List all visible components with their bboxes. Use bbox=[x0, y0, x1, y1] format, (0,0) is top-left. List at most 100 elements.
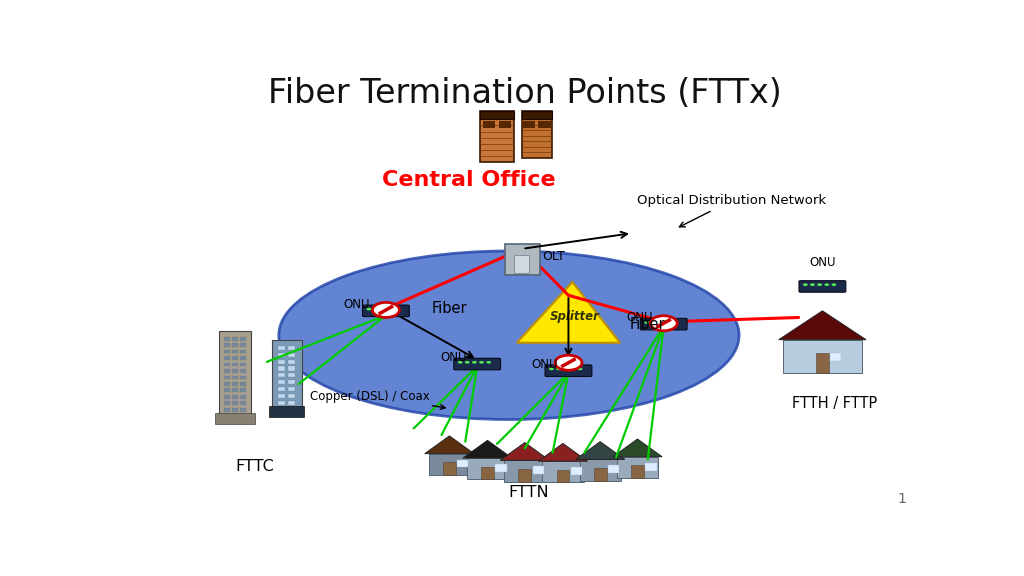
FancyBboxPatch shape bbox=[232, 350, 238, 354]
FancyBboxPatch shape bbox=[232, 382, 238, 386]
FancyBboxPatch shape bbox=[830, 353, 842, 361]
FancyBboxPatch shape bbox=[479, 111, 514, 162]
FancyBboxPatch shape bbox=[241, 388, 246, 392]
FancyBboxPatch shape bbox=[241, 362, 246, 366]
Circle shape bbox=[673, 321, 678, 324]
FancyBboxPatch shape bbox=[224, 395, 230, 399]
Circle shape bbox=[666, 321, 671, 324]
Circle shape bbox=[563, 367, 568, 370]
FancyBboxPatch shape bbox=[782, 340, 862, 373]
Text: ONU: ONU bbox=[627, 311, 653, 324]
FancyBboxPatch shape bbox=[545, 365, 592, 377]
FancyBboxPatch shape bbox=[816, 353, 828, 373]
Circle shape bbox=[831, 283, 837, 286]
FancyBboxPatch shape bbox=[496, 464, 507, 472]
FancyBboxPatch shape bbox=[514, 255, 528, 273]
FancyBboxPatch shape bbox=[288, 353, 295, 357]
Circle shape bbox=[803, 283, 808, 286]
FancyBboxPatch shape bbox=[443, 462, 456, 475]
FancyBboxPatch shape bbox=[539, 122, 551, 128]
FancyBboxPatch shape bbox=[640, 319, 687, 330]
FancyBboxPatch shape bbox=[522, 122, 536, 128]
FancyBboxPatch shape bbox=[279, 366, 286, 370]
FancyBboxPatch shape bbox=[232, 401, 238, 406]
FancyBboxPatch shape bbox=[224, 362, 230, 366]
FancyBboxPatch shape bbox=[505, 244, 540, 275]
FancyBboxPatch shape bbox=[279, 346, 286, 350]
FancyBboxPatch shape bbox=[232, 388, 238, 392]
Text: 1: 1 bbox=[897, 492, 906, 506]
FancyBboxPatch shape bbox=[799, 281, 846, 292]
Circle shape bbox=[549, 367, 554, 370]
FancyBboxPatch shape bbox=[288, 359, 295, 363]
FancyBboxPatch shape bbox=[499, 122, 511, 128]
Circle shape bbox=[465, 361, 470, 363]
FancyBboxPatch shape bbox=[241, 350, 246, 354]
FancyBboxPatch shape bbox=[521, 111, 552, 119]
Text: FTTC: FTTC bbox=[236, 458, 274, 473]
FancyBboxPatch shape bbox=[608, 465, 620, 473]
FancyBboxPatch shape bbox=[504, 460, 546, 482]
Polygon shape bbox=[575, 442, 625, 460]
Circle shape bbox=[570, 367, 575, 370]
Ellipse shape bbox=[279, 251, 739, 419]
Circle shape bbox=[650, 316, 677, 331]
Text: ONU: ONU bbox=[809, 256, 836, 268]
Circle shape bbox=[810, 283, 815, 286]
FancyBboxPatch shape bbox=[241, 336, 246, 340]
Polygon shape bbox=[463, 440, 512, 458]
FancyBboxPatch shape bbox=[232, 343, 238, 347]
Circle shape bbox=[555, 355, 582, 370]
FancyBboxPatch shape bbox=[224, 356, 230, 360]
Circle shape bbox=[824, 283, 829, 286]
Polygon shape bbox=[425, 436, 474, 454]
FancyBboxPatch shape bbox=[279, 373, 286, 377]
FancyBboxPatch shape bbox=[279, 401, 286, 405]
FancyBboxPatch shape bbox=[279, 380, 286, 384]
Circle shape bbox=[578, 367, 583, 370]
Circle shape bbox=[556, 367, 561, 370]
FancyBboxPatch shape bbox=[288, 373, 295, 377]
FancyBboxPatch shape bbox=[241, 356, 246, 360]
FancyBboxPatch shape bbox=[454, 358, 501, 370]
FancyBboxPatch shape bbox=[224, 350, 230, 354]
FancyBboxPatch shape bbox=[232, 408, 238, 412]
FancyBboxPatch shape bbox=[241, 382, 246, 386]
Circle shape bbox=[374, 308, 379, 310]
Text: FTTH / FTTP: FTTH / FTTP bbox=[792, 396, 877, 411]
Circle shape bbox=[388, 308, 392, 310]
FancyBboxPatch shape bbox=[232, 369, 238, 373]
FancyBboxPatch shape bbox=[482, 122, 496, 128]
FancyBboxPatch shape bbox=[288, 366, 295, 370]
FancyBboxPatch shape bbox=[241, 408, 246, 412]
FancyBboxPatch shape bbox=[288, 380, 295, 384]
FancyBboxPatch shape bbox=[557, 469, 569, 483]
FancyBboxPatch shape bbox=[241, 395, 246, 399]
FancyBboxPatch shape bbox=[429, 454, 470, 475]
FancyBboxPatch shape bbox=[362, 305, 410, 317]
Polygon shape bbox=[539, 444, 588, 461]
FancyBboxPatch shape bbox=[616, 457, 658, 478]
FancyBboxPatch shape bbox=[479, 111, 514, 119]
FancyBboxPatch shape bbox=[594, 468, 606, 481]
Circle shape bbox=[486, 361, 492, 363]
Circle shape bbox=[817, 283, 822, 286]
Polygon shape bbox=[517, 282, 621, 343]
Polygon shape bbox=[778, 311, 866, 340]
FancyBboxPatch shape bbox=[224, 388, 230, 392]
FancyBboxPatch shape bbox=[224, 376, 230, 380]
FancyBboxPatch shape bbox=[269, 406, 304, 417]
FancyBboxPatch shape bbox=[215, 413, 255, 424]
FancyBboxPatch shape bbox=[279, 353, 286, 357]
Circle shape bbox=[644, 321, 649, 324]
FancyBboxPatch shape bbox=[580, 460, 621, 481]
FancyBboxPatch shape bbox=[241, 343, 246, 347]
Text: Fiber Termination Points (FTTx): Fiber Termination Points (FTTx) bbox=[268, 77, 781, 110]
FancyBboxPatch shape bbox=[279, 359, 286, 363]
FancyBboxPatch shape bbox=[543, 461, 584, 483]
FancyBboxPatch shape bbox=[224, 401, 230, 406]
FancyBboxPatch shape bbox=[241, 369, 246, 373]
FancyBboxPatch shape bbox=[645, 463, 656, 471]
Text: OLT: OLT bbox=[543, 250, 565, 263]
Text: Central Office: Central Office bbox=[382, 170, 556, 190]
